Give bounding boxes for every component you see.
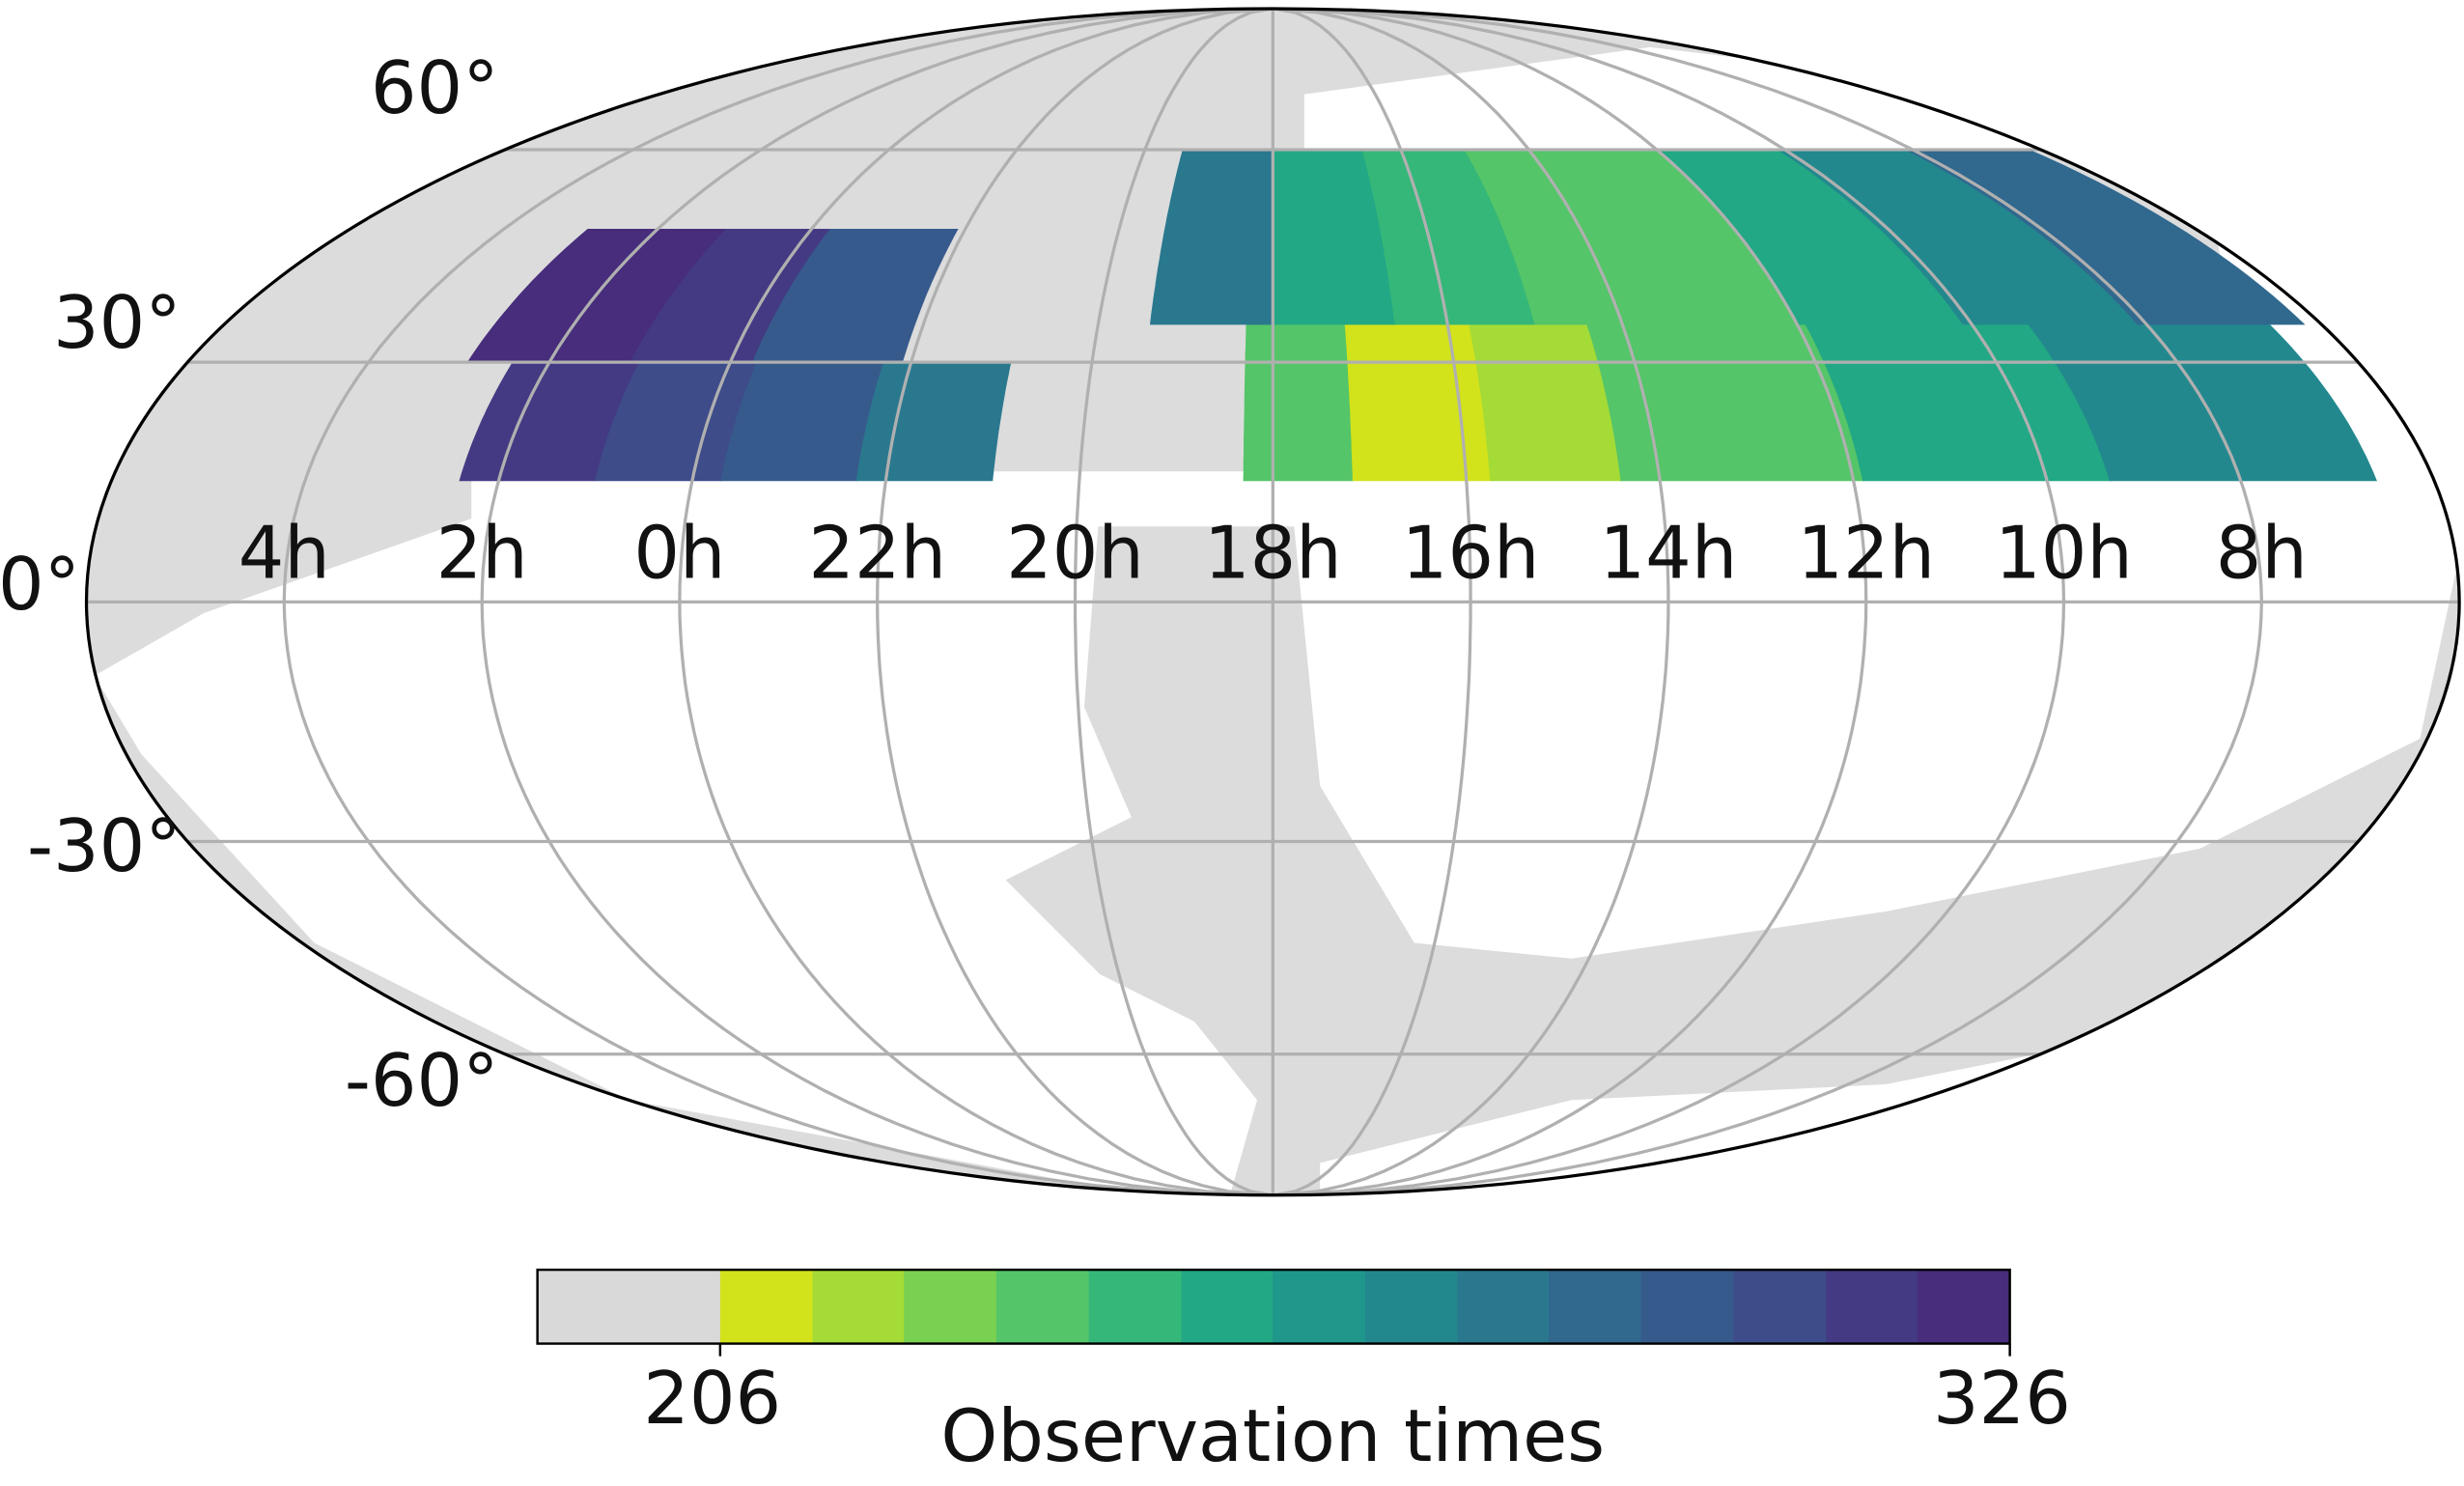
- ra-label: 14h: [1600, 511, 1738, 595]
- colorbar-frame: [536, 1268, 2011, 1345]
- lat-label: 0°: [0, 543, 80, 627]
- colorbar-bin: [1826, 1270, 1918, 1344]
- ra-label: 4h: [238, 511, 330, 595]
- ra-grid-line: [1273, 8, 1670, 1195]
- ra-grid-line: [678, 8, 1274, 1195]
- lat-label: 30°: [53, 281, 182, 365]
- sky-region: [1344, 323, 1492, 482]
- colorbar-bin: [1733, 1270, 1828, 1344]
- ra-grid-line: [876, 8, 1274, 1195]
- colorbar-bin: [1273, 1270, 1366, 1344]
- ra-grid-line: [1273, 8, 2066, 1195]
- ra-label: 8h: [2216, 511, 2308, 595]
- colorbar-bin: [1457, 1270, 1550, 1344]
- ra-grid-line: [1273, 8, 2263, 1195]
- ra-label: 10h: [1995, 511, 2133, 595]
- sky-region: [855, 361, 1012, 482]
- lat-label: -30°: [27, 804, 182, 888]
- colorbar-bin: [1549, 1270, 1642, 1344]
- colorbar-bin: [1181, 1270, 1274, 1344]
- ra-grid-line: [1073, 8, 1274, 1195]
- lat-label: -60°: [345, 1039, 499, 1123]
- colorbar-bin: [812, 1270, 906, 1344]
- ra-label: 20h: [1006, 511, 1144, 595]
- colorbar-bin: [1364, 1270, 1459, 1344]
- ra-grid-line: [282, 8, 1274, 1195]
- colorbar-bin: [1917, 1270, 2011, 1344]
- ra-grid-line: [480, 8, 1274, 1195]
- ra-label: 16h: [1402, 511, 1540, 595]
- ra-grid-line: [1273, 8, 1868, 1195]
- ra-label: 2h: [436, 511, 528, 595]
- sky-mask: [94, 46, 2460, 1195]
- colorbar-bin: [995, 1270, 1090, 1344]
- colorbar-tick-label: 206: [643, 1357, 781, 1441]
- ra-label: 22h: [808, 511, 946, 595]
- ra-grid-line: [1273, 8, 1472, 1195]
- colorbar-tick-label: 326: [1933, 1357, 2071, 1441]
- ra-label: 18h: [1204, 511, 1342, 595]
- sky-region: [1243, 323, 1355, 482]
- ra-label: 12h: [1797, 511, 1935, 595]
- colorbar-label: Observation times: [940, 1394, 1605, 1478]
- colorbar-bin: [719, 1270, 814, 1344]
- colorbar-bin: [904, 1270, 997, 1344]
- lat-label: 60°: [371, 46, 499, 130]
- ra-label: 0h: [633, 511, 725, 595]
- colorbar-bin: [1088, 1270, 1183, 1344]
- colorbar-bin: [1640, 1270, 1735, 1344]
- colorbar-bin: [537, 1270, 721, 1344]
- map-border: [84, 7, 2461, 1197]
